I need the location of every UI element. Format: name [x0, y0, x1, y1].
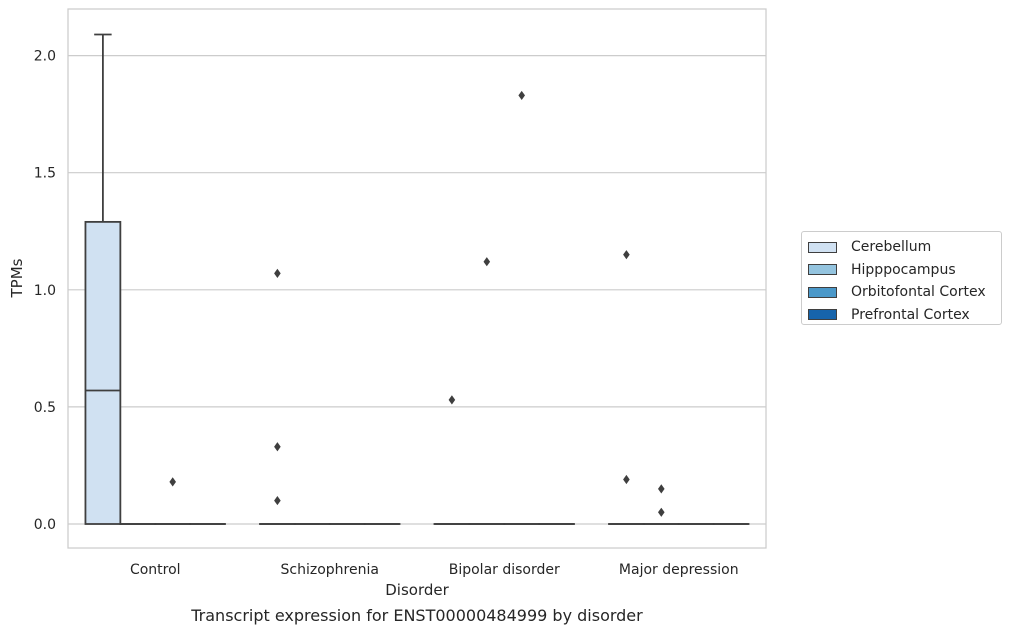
- legend-item: Cerebellum: [808, 236, 1001, 259]
- legend-swatch: [808, 309, 837, 321]
- y-tick-labels: 0.0 0.5 1.0 1.5 2.0: [34, 49, 56, 533]
- outlier-point: [658, 507, 665, 517]
- y-tick-label: 2.0: [34, 49, 56, 65]
- y-tick-label: 1.0: [34, 283, 56, 299]
- legend-swatch: [808, 286, 837, 298]
- y-axis-label: TPMs: [8, 258, 26, 298]
- x-tick-label: Major depression: [619, 562, 739, 578]
- legend-item: Prefrontal Cortex: [808, 304, 1001, 327]
- y-tick-label: 1.5: [34, 166, 56, 182]
- boxes: [84, 33, 750, 525]
- y-tick-label: 0.0: [34, 517, 56, 533]
- legend: Cerebellum Hipppocampus Orbitofontal Corte…: [801, 231, 1002, 325]
- x-tick-label: Schizophrenia: [281, 562, 379, 578]
- y-tick-label: 0.5: [34, 400, 56, 416]
- x-tick-label: Control: [130, 562, 181, 578]
- outlier-point: [623, 250, 630, 260]
- legend-swatch: [808, 264, 837, 276]
- chart-caption: Transcript expression for ENST0000048499…: [191, 606, 643, 625]
- outlier-point: [518, 90, 525, 101]
- legend-label: Orbitofontal Cortex: [851, 284, 986, 301]
- legend-item: Hipppocampus: [808, 259, 1001, 282]
- outlier-point: [274, 268, 281, 279]
- legend-label: Prefrontal Cortex: [851, 306, 970, 323]
- plot-frame: [67, 8, 767, 549]
- outlier-point: [448, 395, 456, 405]
- outlier-point: [274, 442, 281, 452]
- x-axis-label: Disorder: [385, 581, 449, 599]
- x-tick-labels: Control Schizophrenia Bipolar disorder Majo…: [130, 562, 739, 578]
- outlier-point: [623, 474, 630, 485]
- outlier-point: [169, 477, 176, 487]
- box: [84, 220, 122, 525]
- legend-swatch: [808, 241, 837, 253]
- outlier-point: [483, 257, 491, 267]
- x-tick-label: Bipolar disorder: [449, 562, 560, 578]
- legend-label: Hipppocampus: [851, 261, 956, 278]
- outlier-point: [658, 484, 665, 494]
- legend-label: Cerebellum: [851, 239, 932, 256]
- legend-item: Orbitofontal Cortex: [808, 281, 1001, 304]
- outlier-point: [274, 495, 281, 506]
- grid-lines: [68, 54, 766, 525]
